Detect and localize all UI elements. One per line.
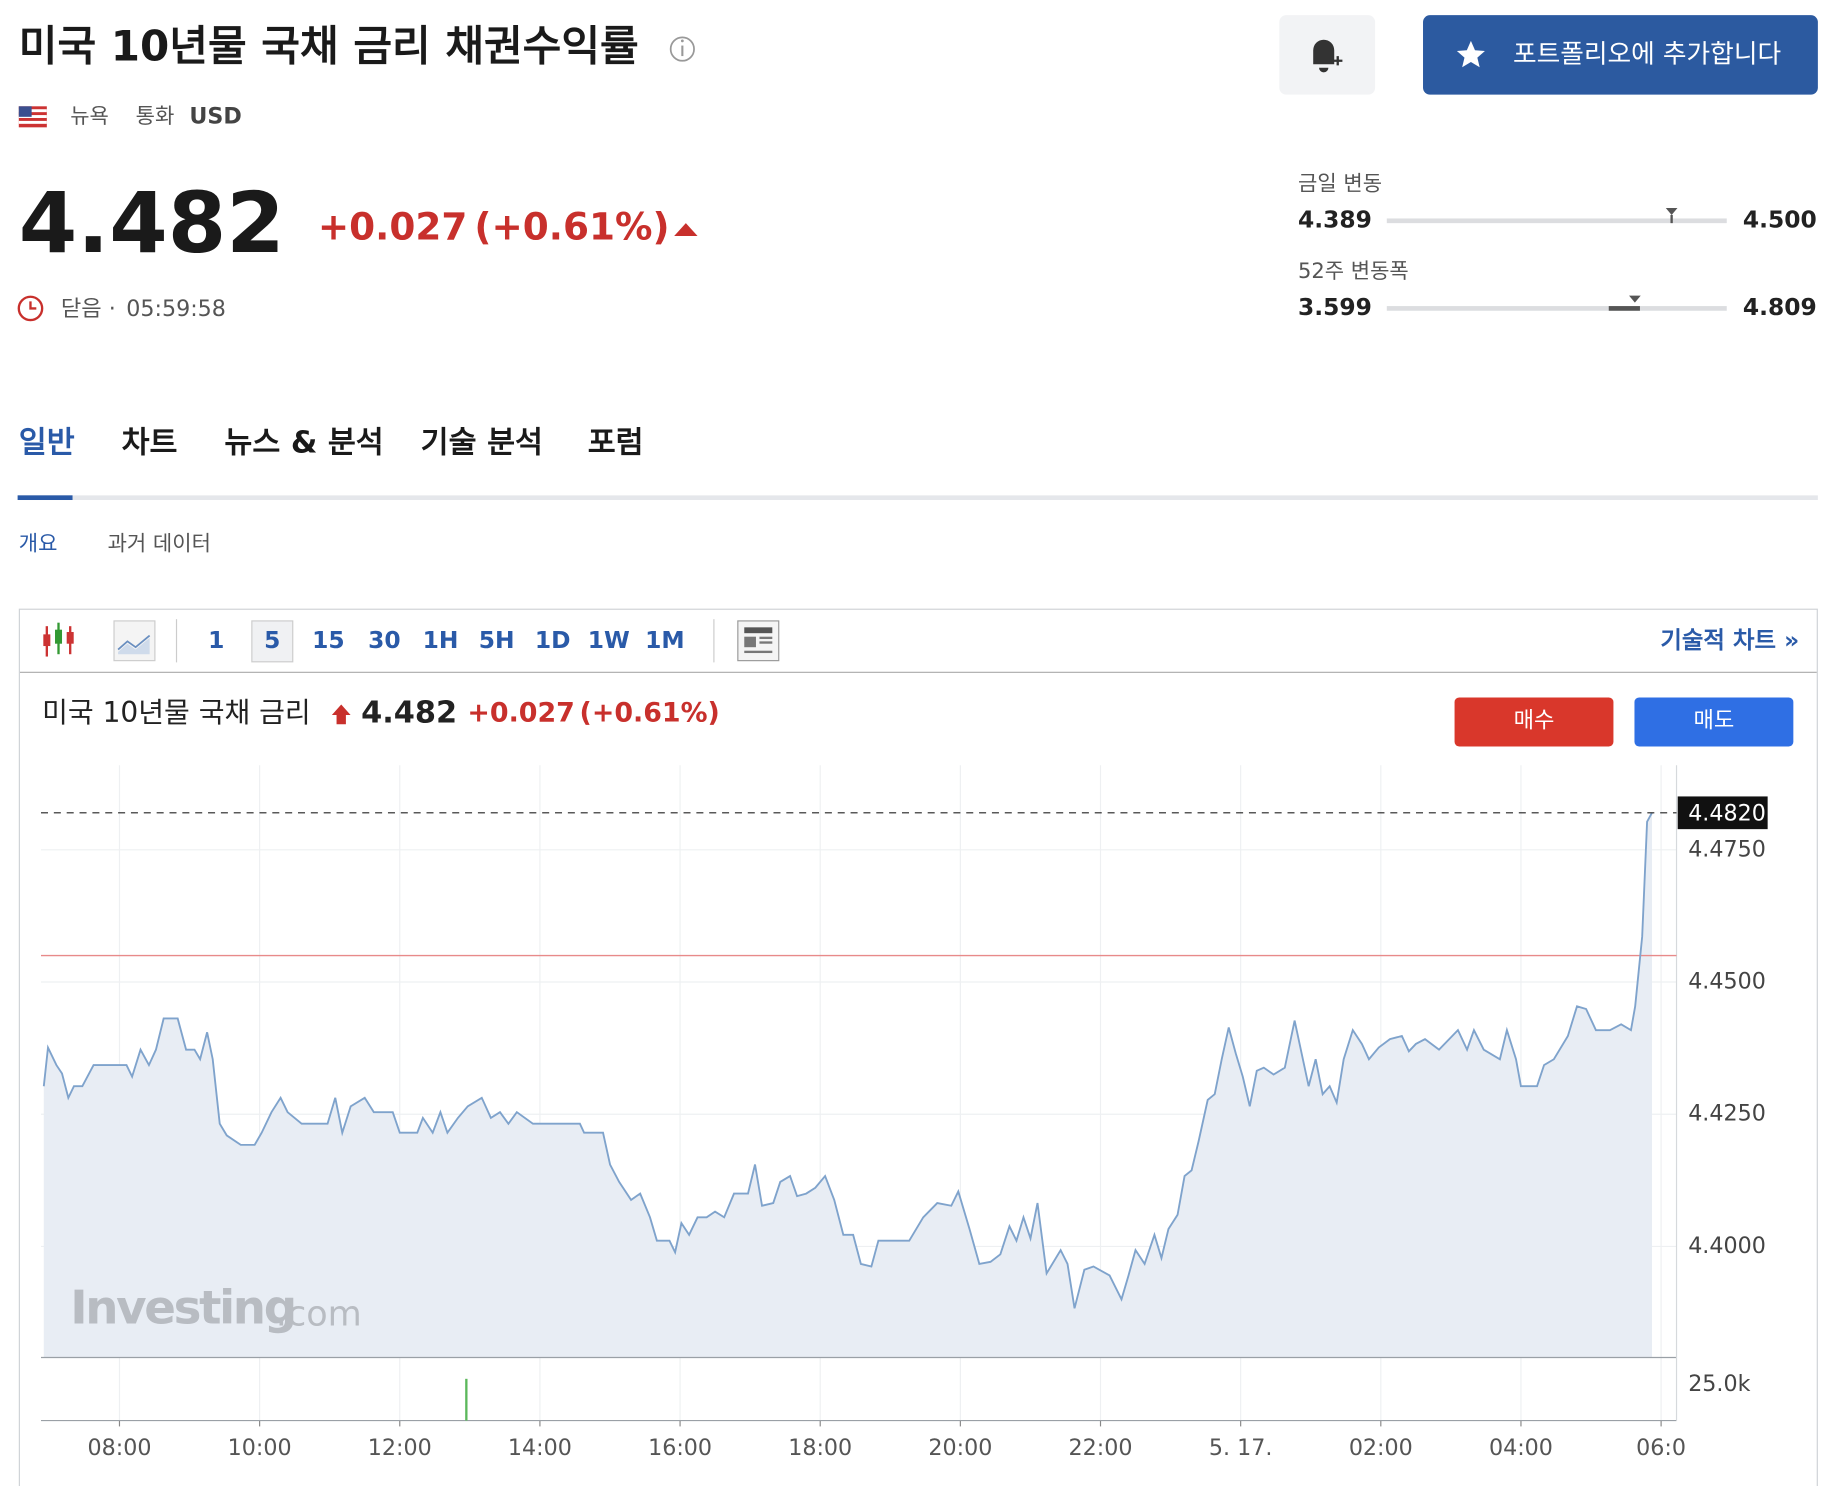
interval[interactable]: 15 <box>312 626 345 654</box>
up-arrow <box>331 704 351 725</box>
x-tick-label: 08:00 <box>87 1435 151 1461</box>
plot: 08:00 10:00 12:00 14:00 16:00 18:00 20:00 22:00… <box>40 765 1768 1461</box>
us-flag <box>18 106 47 128</box>
x-tick-label: 12:00 <box>368 1435 432 1461</box>
news-icon[interactable] <box>737 620 780 662</box>
title: 미국 10년물 국채 금리 채권수익률 <box>19 22 639 71</box>
chart-name: 미국 10년물 국채 금리 <box>42 696 311 729</box>
technical-chart-link[interactable]: 기술적 차트 » <box>1660 626 1799 654</box>
separator: · <box>109 296 116 322</box>
tab[interactable]: 차트 <box>122 425 178 460</box>
range-marker <box>1629 295 1641 303</box>
x-tick-label: 18:00 <box>788 1435 852 1461</box>
interval[interactable]: 30 <box>368 626 401 654</box>
interval[interactable]: 5 <box>264 626 280 654</box>
chart-price: 4.482 <box>361 695 457 730</box>
interval-selected <box>251 620 294 663</box>
range-day-span <box>1608 306 1640 311</box>
y-tick-label: 4.4250 <box>1688 1101 1766 1127</box>
info-icon[interactable] <box>669 36 695 62</box>
area-fill <box>43 812 1652 1358</box>
x-tick-label: 14:00 <box>508 1435 572 1461</box>
range-label: 52주 변동폭 <box>1298 258 1409 283</box>
interval[interactable]: 1 <box>208 626 224 654</box>
buy-label: 매수 <box>1514 707 1555 733</box>
volume-tick-label: 25.0k <box>1688 1371 1750 1397</box>
last-price-label: 4.4820 <box>1688 800 1766 826</box>
x-tick-label: 20:00 <box>928 1435 992 1461</box>
x-tick-label: 06:0 <box>1636 1435 1686 1461</box>
portfolio-label: 포트폴리오에 추가합니다 <box>1513 39 1781 69</box>
range-bar <box>1386 218 1727 224</box>
x-tick-label: 16:00 <box>648 1435 712 1461</box>
active-tab-indicator <box>17 495 73 501</box>
y-tick-label: 4.4750 <box>1688 836 1766 862</box>
sell-label: 매도 <box>1693 707 1734 733</box>
watermark-suffix: .com <box>276 1293 362 1334</box>
range-high: 4.500 <box>1743 205 1817 233</box>
currency: USD <box>189 103 241 129</box>
clock-icon <box>17 295 44 322</box>
time: 05:59:58 <box>126 296 226 322</box>
y-tick-label: 4.4500 <box>1688 969 1766 995</box>
range-marker <box>1665 207 1678 215</box>
price-line <box>42 812 1653 1309</box>
interval[interactable]: 5H <box>479 626 515 654</box>
x-tick-label: 22:00 <box>1069 1435 1133 1461</box>
price: 4.482 <box>19 174 285 272</box>
sell-button[interactable]: 매도 <box>1634 697 1794 747</box>
range-low: 4.389 <box>1298 205 1372 233</box>
subtab[interactable]: 개요 <box>19 530 58 555</box>
range-label: 금일 변동 <box>1298 171 1382 196</box>
x-tick-label: 5. 17. <box>1209 1435 1273 1461</box>
range-high: 4.809 <box>1743 293 1817 321</box>
currency-label: 통화 <box>136 103 175 128</box>
tab[interactable]: 포럼 <box>588 425 644 460</box>
candle-icon[interactable] <box>43 622 74 657</box>
tab[interactable]: 기술 분석 <box>421 425 543 460</box>
exchange: 뉴욕 <box>70 103 109 128</box>
interval[interactable]: 1H <box>423 626 459 654</box>
y-tick-label: 4.4000 <box>1688 1233 1766 1259</box>
interval[interactable]: 1W <box>588 626 630 654</box>
interval[interactable]: 1M <box>645 626 685 654</box>
range-low: 3.599 <box>1298 293 1372 321</box>
tab[interactable]: 일반 <box>19 425 75 460</box>
line-chart-icon[interactable] <box>113 620 156 662</box>
tab[interactable]: 뉴스 & 분석 <box>224 425 383 460</box>
chart-change-pct: (+0.61%) <box>580 697 720 728</box>
chart-change: +0.027 <box>467 697 574 728</box>
last-price-box <box>1677 796 1768 830</box>
volume-bar <box>465 1378 468 1421</box>
range-bar <box>1386 306 1727 311</box>
portfolio-button[interactable]: 포트폴리오에 추가합니다 <box>1423 15 1818 95</box>
x-tick-label: 02:00 <box>1349 1435 1413 1461</box>
change: +0.027 <box>318 204 468 248</box>
status: 닫음 <box>61 296 102 322</box>
watermark-brand: Investing <box>70 1281 295 1335</box>
interval[interactable]: 1D <box>535 626 571 654</box>
change-pct: (+0.61%) <box>474 204 669 248</box>
alert-button[interactable] <box>1279 15 1376 95</box>
x-tick-label: 04:00 <box>1489 1435 1553 1461</box>
chart-frame <box>18 608 1818 1486</box>
buy-button[interactable]: 매수 <box>1454 697 1614 747</box>
subtab[interactable]: 과거 데이터 <box>108 530 211 555</box>
x-tick-label: 10:00 <box>228 1435 292 1461</box>
up-arrow <box>674 223 698 236</box>
